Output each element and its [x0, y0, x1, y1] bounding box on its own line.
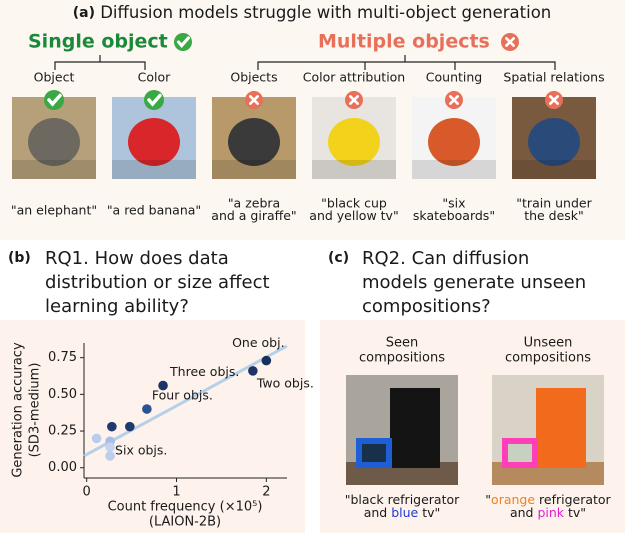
question-line: models generate unseen — [362, 272, 586, 293]
caption-segment: tv" — [564, 505, 586, 520]
image-subject — [328, 118, 380, 166]
point — [92, 434, 102, 444]
category-label: Object — [34, 70, 75, 85]
panel-label: (c) — [328, 250, 349, 266]
point-label: Six objs. — [115, 443, 167, 458]
caption-segment: and — [364, 505, 392, 520]
image-subject — [128, 118, 180, 166]
image-shade — [312, 160, 396, 179]
caption: and a giraffe" — [211, 208, 296, 223]
caption: skateboards" — [413, 208, 495, 223]
question-line: distribution or size affect — [45, 272, 270, 293]
caption-segment: blue — [391, 505, 418, 520]
panel-label: (a) — [73, 5, 95, 21]
image-subject — [28, 118, 80, 166]
category-label: Color — [138, 70, 171, 85]
image-shade — [512, 160, 596, 179]
x-axis-label: Count frequency (×10⁵) — [108, 500, 263, 515]
question-line: RQ2. Can diffusion — [362, 248, 529, 269]
y-tick-label: 0.75 — [48, 350, 77, 365]
x-axis-label: (LAION-2B) — [149, 515, 221, 530]
image-shade — [112, 160, 196, 179]
category-label: Objects — [230, 70, 277, 85]
x-tick-label: 2 — [262, 485, 270, 500]
x-tick-label: 1 — [172, 485, 180, 500]
question-line: learning ability? — [45, 296, 189, 317]
point — [248, 366, 258, 376]
point-label: Two objs. — [256, 375, 314, 390]
y-tick-label: 0.00 — [48, 460, 77, 475]
panel-a-title: (a) Diffusion models struggle with multi… — [73, 3, 552, 22]
caption-segment: pink — [537, 505, 564, 520]
point — [107, 422, 117, 432]
point — [158, 381, 168, 391]
point — [262, 356, 272, 366]
example-heading: Unseen — [524, 336, 573, 351]
image-subject — [428, 118, 480, 166]
category-label: Counting — [426, 70, 482, 85]
multiple-heading: Multiple objects — [318, 31, 490, 53]
category-label: Color attribution — [303, 70, 405, 85]
title: Diffusion models struggle with multi-obj… — [100, 3, 551, 22]
y-axis-label: (SD3-medium) — [28, 363, 43, 458]
example-heading: compositions — [505, 351, 591, 366]
caption: and yellow tv" — [309, 208, 398, 223]
fridge — [390, 388, 440, 468]
tv-screen — [508, 444, 532, 462]
point — [105, 442, 115, 452]
fridge — [536, 388, 586, 468]
caption: the desk" — [524, 208, 584, 223]
y-axis-label: Generation accuracy — [11, 342, 26, 478]
point — [105, 451, 115, 461]
caption: and pink tv" — [510, 505, 586, 520]
image-shade — [212, 160, 296, 179]
y-tick-label: 0.25 — [48, 424, 77, 439]
y-tick-label: 0.50 — [48, 387, 77, 402]
point-label: Three objs. — [169, 364, 239, 379]
example-heading: compositions — [359, 351, 445, 366]
image-subject — [528, 118, 580, 166]
image-shade — [412, 160, 496, 179]
category-label: Spatial relations — [503, 70, 604, 85]
caption: "an elephant" — [11, 203, 97, 218]
x-tick-label: 0 — [83, 485, 91, 500]
image-shade — [12, 160, 96, 179]
point — [125, 422, 135, 432]
caption-segment: tv" — [418, 505, 440, 520]
tv-screen — [362, 444, 386, 462]
question-line: compositions? — [362, 296, 491, 317]
caption-segment: and — [510, 505, 538, 520]
image-subject — [228, 118, 280, 166]
caption: "a red banana" — [107, 203, 201, 218]
question-line: RQ1. How does data — [45, 248, 229, 269]
example-heading: Seen — [386, 336, 419, 351]
point — [142, 404, 152, 414]
panel-label: (b) — [8, 250, 31, 266]
single-heading: Single object — [28, 31, 168, 53]
point-label: One obj. — [232, 335, 284, 350]
caption: and blue tv" — [364, 505, 441, 520]
figure: (a) Diffusion models struggle with multi… — [0, 0, 625, 533]
